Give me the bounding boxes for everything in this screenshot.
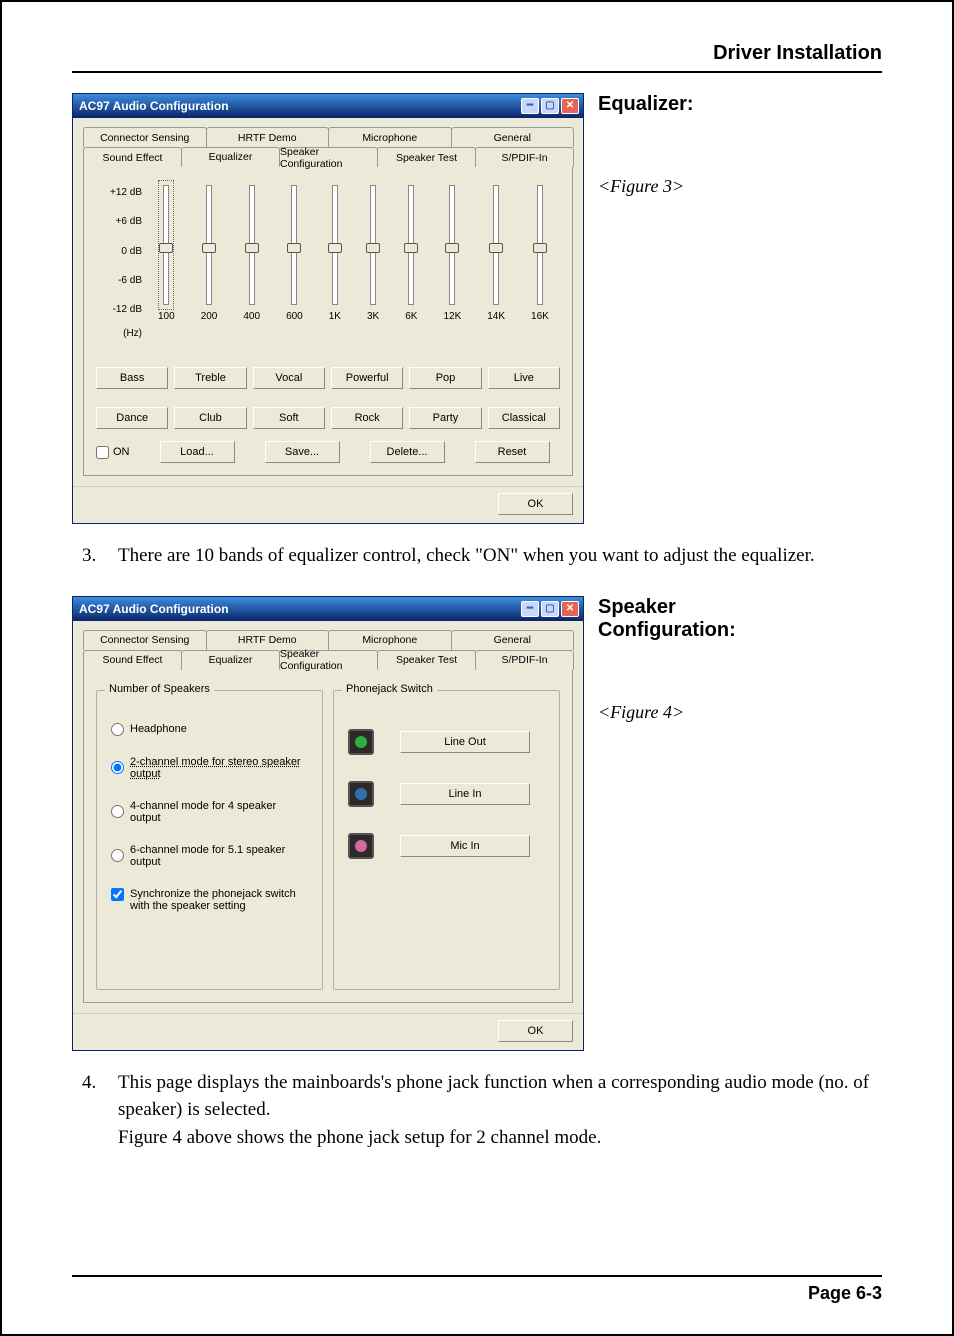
preset-club[interactable]: Club xyxy=(174,407,246,429)
preset-powerful[interactable]: Powerful xyxy=(331,367,403,389)
eq-slider-3K[interactable]: 3K xyxy=(367,185,379,322)
eq-band-label: 12K xyxy=(443,311,461,322)
eq-slider-6K[interactable]: 6K xyxy=(405,185,417,322)
preset-party[interactable]: Party xyxy=(409,407,481,429)
eq-slider-14K[interactable]: 14K xyxy=(487,185,505,322)
tab-general[interactable]: General xyxy=(451,630,575,650)
speaker-mode-radio-2[interactable]: 4-channel mode for 4 speaker output xyxy=(111,800,308,824)
phonejack-title: Phonejack Switch xyxy=(342,683,437,695)
tab-speaker-test[interactable]: Speaker Test xyxy=(377,650,476,670)
delete-button[interactable]: Delete... xyxy=(370,441,445,463)
para3-text: There are 10 bands of equalizer control,… xyxy=(118,542,815,570)
eq-band-label: 3K xyxy=(367,311,379,322)
sync-checkbox[interactable]: Synchronize the phonejack switch with th… xyxy=(111,888,308,912)
maximize-icon[interactable]: ▢ xyxy=(541,601,559,617)
page-footer: Page 6-3 xyxy=(72,1275,882,1304)
num-speakers-title: Number of Speakers xyxy=(105,683,214,695)
eq-band-label: 16K xyxy=(531,311,549,322)
eq-band-label: 1K xyxy=(329,311,341,322)
eq-slider-100[interactable]: 100 xyxy=(158,185,175,322)
ok-button[interactable]: OK xyxy=(498,1020,573,1042)
preset-vocal[interactable]: Vocal xyxy=(253,367,325,389)
tab-spdif-in[interactable]: S/PDIF-In xyxy=(475,650,574,670)
tab-sound-effect[interactable]: Sound Effect xyxy=(83,650,182,670)
eq-band-label: 400 xyxy=(243,311,260,322)
eq-band-label: 200 xyxy=(201,311,218,322)
tab-connector-sensing[interactable]: Connector Sensing xyxy=(83,127,207,147)
eq-band-label: 14K xyxy=(487,311,505,322)
preset-soft[interactable]: Soft xyxy=(253,407,325,429)
eq-slider-1K[interactable]: 1K xyxy=(329,185,341,322)
tab-speaker-config[interactable]: Speaker Configuration xyxy=(279,147,378,167)
tab-speaker-config[interactable]: Speaker Configuration xyxy=(279,650,378,670)
eq-band-label: 600 xyxy=(286,311,303,322)
preset-treble[interactable]: Treble xyxy=(174,367,246,389)
para4-num: 4. xyxy=(82,1069,104,1152)
speaker-mode-radio-1[interactable]: 2-channel mode for stereo speaker output xyxy=(111,756,308,780)
tab-connector-sensing[interactable]: Connector Sensing xyxy=(83,630,207,650)
eq-band-label: 100 xyxy=(158,311,175,322)
preset-dance[interactable]: Dance xyxy=(96,407,168,429)
speaker-mode-radio-3[interactable]: 6-channel mode for 5.1 speaker output xyxy=(111,844,308,868)
eq-heading: Equalizer: xyxy=(598,93,788,116)
tab-spdif-in[interactable]: S/PDIF-In xyxy=(475,147,574,167)
jack-button-mic-in[interactable]: Mic In xyxy=(400,835,530,857)
maximize-icon[interactable]: ▢ xyxy=(541,98,559,114)
para4-text: This page displays the mainboards's phon… xyxy=(118,1069,882,1152)
eq-slider-600[interactable]: 600 xyxy=(286,185,303,322)
eq-slider-200[interactable]: 200 xyxy=(201,185,218,322)
preset-pop[interactable]: Pop xyxy=(409,367,481,389)
speaker-heading: Speaker Configuration: xyxy=(598,596,788,642)
jack-button-line-in[interactable]: Line In xyxy=(400,783,530,805)
tab-microphone[interactable]: Microphone xyxy=(328,127,452,147)
speaker-mode-radio-0[interactable]: Headphone xyxy=(111,723,308,736)
eq-band-label: 6K xyxy=(405,311,417,322)
ok-button[interactable]: OK xyxy=(498,493,573,515)
tab-speaker-test[interactable]: Speaker Test xyxy=(377,147,476,167)
window-title: AC97 Audio Configuration xyxy=(77,99,521,113)
tab-equalizer[interactable]: Equalizer xyxy=(181,650,280,670)
preset-live[interactable]: Live xyxy=(488,367,560,389)
jack-button-line-out[interactable]: Line Out xyxy=(400,731,530,753)
tab-hrtf-demo[interactable]: HRTF Demo xyxy=(206,630,330,650)
page-header: Driver Installation xyxy=(72,42,882,73)
preset-classical[interactable]: Classical xyxy=(488,407,560,429)
eq-slider-400[interactable]: 400 xyxy=(243,185,260,322)
close-icon[interactable]: ✕ xyxy=(561,98,579,114)
tab-equalizer[interactable]: Equalizer xyxy=(181,147,280,167)
figure-4-label: <Figure 4> xyxy=(598,702,788,723)
jack-icon xyxy=(348,833,374,859)
jack-icon xyxy=(348,781,374,807)
preset-bass[interactable]: Bass xyxy=(96,367,168,389)
eq-window: AC97 Audio Configuration ━ ▢ ✕ Connector… xyxy=(72,93,584,524)
tab-hrtf-demo[interactable]: HRTF Demo xyxy=(206,127,330,147)
window-title: AC97 Audio Configuration xyxy=(77,602,521,616)
save-button[interactable]: Save... xyxy=(265,441,340,463)
minimize-icon[interactable]: ━ xyxy=(521,601,539,617)
jack-icon xyxy=(348,729,374,755)
tab-sound-effect[interactable]: Sound Effect xyxy=(83,147,182,167)
figure-3-label: <Figure 3> xyxy=(598,176,788,197)
eq-on-checkbox[interactable]: ON xyxy=(96,446,130,459)
eq-db-labels: +12 dB +6 dB 0 dB -6 dB -12 dB xyxy=(102,185,142,315)
close-icon[interactable]: ✕ xyxy=(561,601,579,617)
hz-label: (Hz) xyxy=(102,328,142,339)
minimize-icon[interactable]: ━ xyxy=(521,98,539,114)
speaker-window: AC97 Audio Configuration ━ ▢ ✕ Connector… xyxy=(72,596,584,1051)
load-button[interactable]: Load... xyxy=(160,441,235,463)
tab-general[interactable]: General xyxy=(451,127,575,147)
preset-rock[interactable]: Rock xyxy=(331,407,403,429)
tab-microphone[interactable]: Microphone xyxy=(328,630,452,650)
eq-slider-12K[interactable]: 12K xyxy=(443,185,461,322)
para3-num: 3. xyxy=(82,542,104,570)
eq-slider-16K[interactable]: 16K xyxy=(531,185,549,322)
reset-button[interactable]: Reset xyxy=(475,441,550,463)
